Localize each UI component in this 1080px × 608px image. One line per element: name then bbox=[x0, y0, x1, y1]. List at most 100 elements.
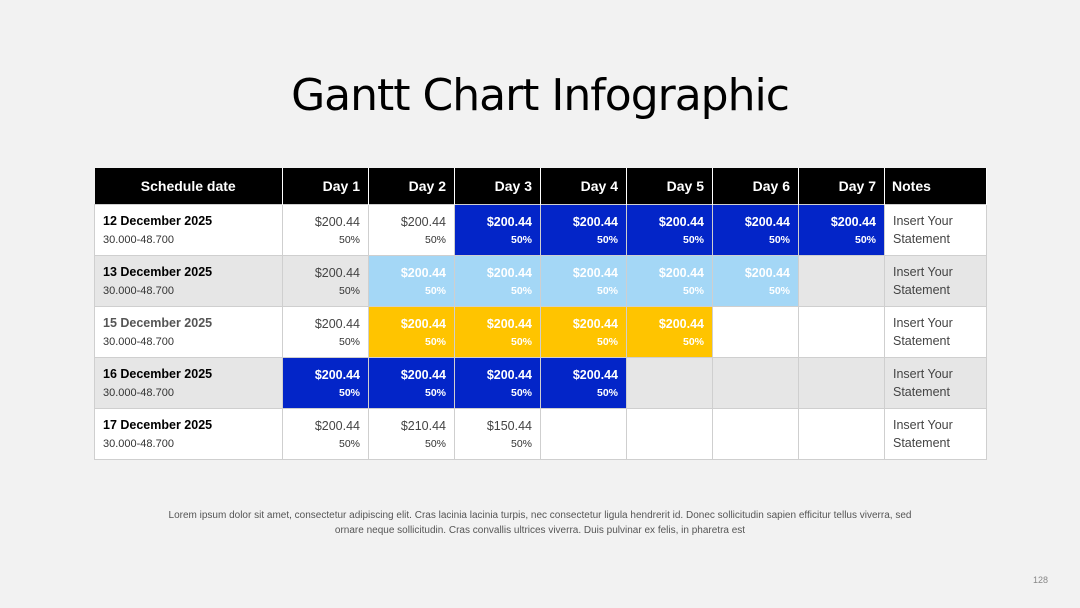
header-day-3: Day 3 bbox=[454, 168, 541, 205]
table-row: 17 December 2025 30.000-48.700 $200.44 50% $… bbox=[94, 408, 987, 460]
day-2-cell: $200.44 50% bbox=[368, 357, 455, 409]
cell-amount: $200.44 bbox=[658, 214, 704, 229]
day-1-cell: $200.44 50% bbox=[282, 408, 369, 460]
notes-cell: Insert Your Statement bbox=[884, 204, 987, 256]
schedule-date: 15 December 2025 bbox=[103, 316, 213, 330]
cell-amount: $200.44 bbox=[658, 316, 704, 331]
cell-percent: 50% bbox=[424, 284, 446, 297]
header-day-5: Day 5 bbox=[626, 168, 713, 205]
cell-amount: $210.44 bbox=[400, 418, 446, 433]
day-3-cell: $200.44 50% bbox=[454, 357, 541, 409]
cell-amount: $200.44 bbox=[314, 316, 360, 331]
cell-percent: 50% bbox=[510, 233, 532, 246]
cell-amount: $150.44 bbox=[486, 418, 532, 433]
gantt-body: 12 December 2025 30.000-48.700 $200.44 50% $… bbox=[94, 204, 987, 460]
cell-amount: $200.44 bbox=[572, 214, 618, 229]
day-3-cell: $200.44 50% bbox=[454, 306, 541, 358]
day-6-cell bbox=[712, 306, 799, 358]
cell-percent: 50% bbox=[338, 284, 360, 297]
day-3-cell: $150.44 50% bbox=[454, 408, 541, 460]
cell-amount: $200.44 bbox=[486, 214, 532, 229]
cell-amount: $200.44 bbox=[572, 265, 618, 280]
cell-percent: 50% bbox=[510, 386, 532, 399]
day-5-cell: $200.44 50% bbox=[626, 306, 713, 358]
day-3-cell: $200.44 50% bbox=[454, 204, 541, 256]
day-5-cell: $200.44 50% bbox=[626, 204, 713, 256]
cell-amount: $200.44 bbox=[314, 265, 360, 280]
schedule-date: 16 December 2025 bbox=[103, 367, 213, 381]
cell-amount: $200.44 bbox=[486, 265, 532, 280]
cell-percent: 50% bbox=[682, 284, 704, 297]
cell-percent: 50% bbox=[768, 284, 790, 297]
schedule-range: 30.000-48.700 bbox=[103, 387, 174, 399]
table-row: 13 December 2025 30.000-48.700 $200.44 50% $… bbox=[94, 255, 987, 307]
cell-amount: $200.44 bbox=[314, 367, 360, 382]
notes-cell: Insert Your Statement bbox=[884, 357, 987, 409]
table-row: 12 December 2025 30.000-48.700 $200.44 50% $… bbox=[94, 204, 987, 256]
cell-amount: $200.44 bbox=[400, 316, 446, 331]
schedule-date-cell: 13 December 2025 30.000-48.700 bbox=[94, 255, 283, 307]
table-row: 15 December 2025 30.000-48.700 $200.44 50% $… bbox=[94, 306, 987, 358]
cell-amount: $200.44 bbox=[658, 265, 704, 280]
cell-percent: 50% bbox=[854, 233, 876, 246]
cell-percent: 50% bbox=[596, 233, 618, 246]
schedule-date: 12 December 2025 bbox=[103, 214, 213, 228]
cell-percent: 50% bbox=[596, 335, 618, 348]
cell-percent: 50% bbox=[682, 233, 704, 246]
schedule-date: 13 December 2025 bbox=[103, 265, 213, 279]
day-2-cell: $210.44 50% bbox=[368, 408, 455, 460]
cell-amount: $200.44 bbox=[400, 367, 446, 382]
day-2-cell: $200.44 50% bbox=[368, 204, 455, 256]
day-1-cell: $200.44 50% bbox=[282, 357, 369, 409]
cell-percent: 50% bbox=[424, 233, 446, 246]
cell-amount: $200.44 bbox=[486, 367, 532, 382]
day-3-cell: $200.44 50% bbox=[454, 255, 541, 307]
gantt-table: Schedule date Day 1 Day 2 Day 3 Day 4 Da… bbox=[94, 168, 987, 460]
cell-percent: 50% bbox=[510, 335, 532, 348]
slide-title: Gantt Chart Infographic bbox=[291, 70, 790, 121]
day-7-cell bbox=[798, 357, 885, 409]
day-7-cell bbox=[798, 255, 885, 307]
schedule-date-cell: 17 December 2025 30.000-48.700 bbox=[94, 408, 283, 460]
cell-percent: 50% bbox=[424, 437, 446, 450]
day-2-cell: $200.44 50% bbox=[368, 306, 455, 358]
header-day-1: Day 1 bbox=[282, 168, 369, 205]
cell-amount: $200.44 bbox=[400, 265, 446, 280]
day-1-cell: $200.44 50% bbox=[282, 306, 369, 358]
day-5-cell bbox=[626, 408, 713, 460]
cell-percent: 50% bbox=[768, 233, 790, 246]
schedule-range: 30.000-48.700 bbox=[103, 336, 174, 348]
day-4-cell: $200.44 50% bbox=[540, 204, 627, 256]
cell-amount: $200.44 bbox=[744, 265, 790, 280]
schedule-range: 30.000-48.700 bbox=[103, 285, 174, 297]
schedule-range: 30.000-48.700 bbox=[103, 234, 174, 246]
cell-percent: 50% bbox=[338, 335, 360, 348]
cell-amount: $200.44 bbox=[314, 214, 360, 229]
cell-amount: $200.44 bbox=[572, 316, 618, 331]
schedule-date: 17 December 2025 bbox=[103, 418, 213, 432]
cell-percent: 50% bbox=[510, 437, 532, 450]
day-5-cell: $200.44 50% bbox=[626, 255, 713, 307]
header-row: Schedule date Day 1 Day 2 Day 3 Day 4 Da… bbox=[94, 168, 987, 205]
page-number: 128 bbox=[1032, 575, 1048, 585]
header-day-7: Day 7 bbox=[798, 168, 885, 205]
header-day-4: Day 4 bbox=[540, 168, 627, 205]
schedule-date-cell: 12 December 2025 30.000-48.700 bbox=[94, 204, 283, 256]
day-5-cell bbox=[626, 357, 713, 409]
cell-amount: $200.44 bbox=[830, 214, 876, 229]
cell-amount: $200.44 bbox=[572, 367, 618, 382]
notes-cell: Insert Your Statement bbox=[884, 408, 987, 460]
cell-percent: 50% bbox=[510, 284, 532, 297]
header-day-6: Day 6 bbox=[712, 168, 799, 205]
day-1-cell: $200.44 50% bbox=[282, 255, 369, 307]
cell-amount: $200.44 bbox=[314, 418, 360, 433]
header-notes: Notes bbox=[884, 168, 987, 205]
day-6-cell: $200.44 50% bbox=[712, 204, 799, 256]
day-6-cell: $200.44 50% bbox=[712, 255, 799, 307]
schedule-date-cell: 15 December 2025 30.000-48.700 bbox=[94, 306, 283, 358]
day-6-cell bbox=[712, 408, 799, 460]
cell-percent: 50% bbox=[424, 386, 446, 399]
schedule-date-cell: 16 December 2025 30.000-48.700 bbox=[94, 357, 283, 409]
day-4-cell bbox=[540, 408, 627, 460]
day-4-cell: $200.44 50% bbox=[540, 357, 627, 409]
